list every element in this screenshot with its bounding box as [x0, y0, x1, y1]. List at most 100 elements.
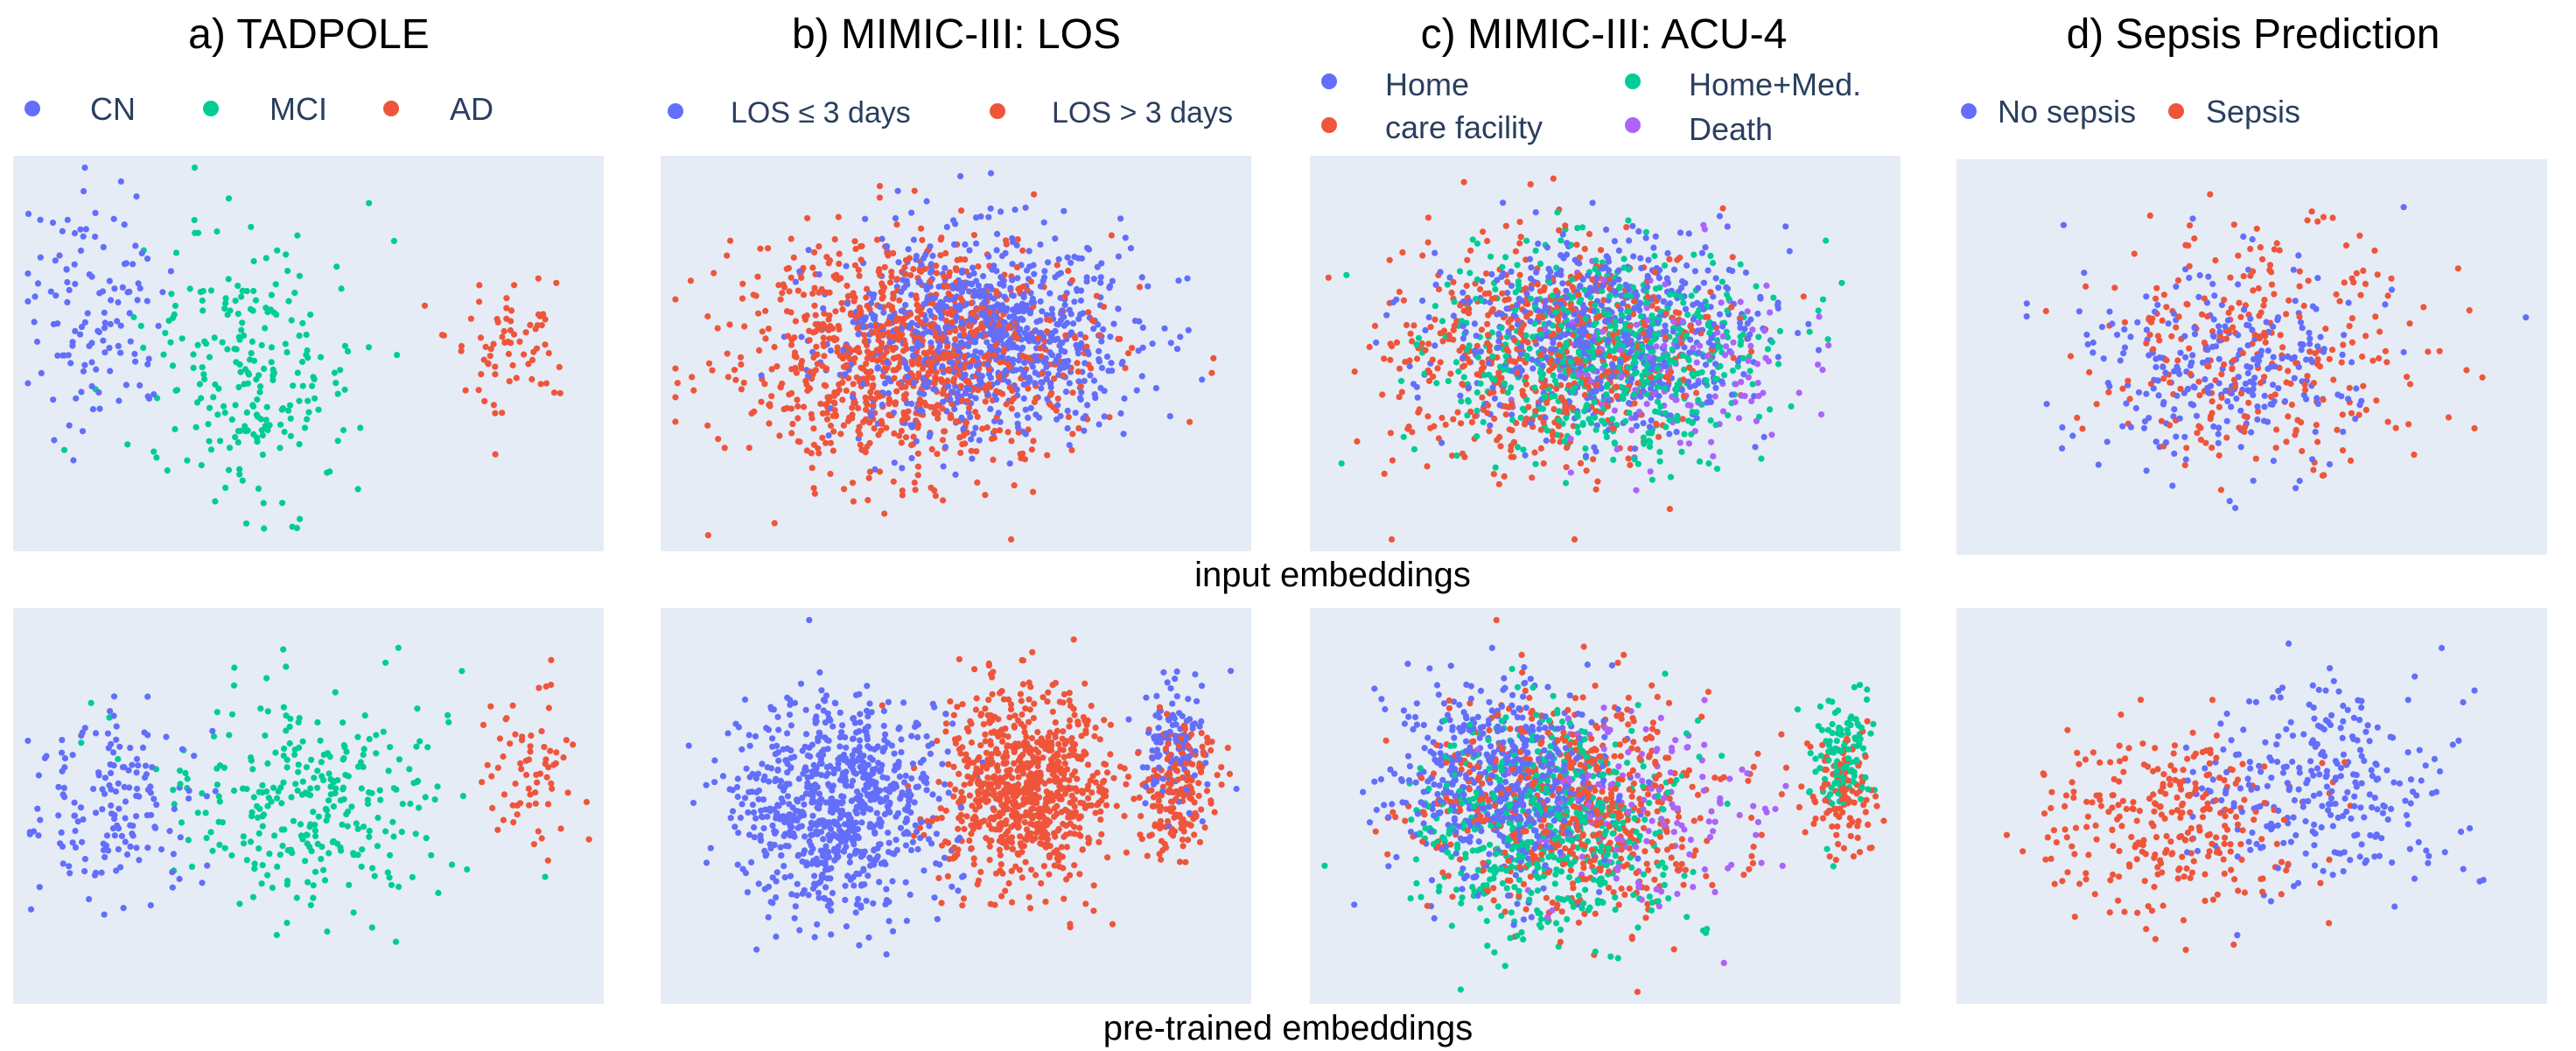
scatter-point — [1054, 396, 1061, 403]
scatter-point — [396, 756, 402, 763]
scatter-point — [290, 382, 297, 389]
scatter-point — [766, 420, 773, 427]
scatter-point — [934, 410, 942, 417]
scatter-point — [896, 432, 903, 439]
scatter-point — [100, 243, 107, 250]
scatter-point — [1123, 781, 1130, 788]
scatter-point — [904, 281, 911, 288]
scatter-point — [360, 751, 367, 759]
scatter-point — [274, 247, 281, 254]
scatter-point — [968, 447, 975, 454]
scatter-point — [236, 471, 243, 478]
scatter-point — [1139, 324, 1146, 331]
scatter-point — [542, 873, 549, 880]
scatter-point — [1120, 431, 1127, 438]
scatter-point — [962, 389, 969, 396]
scatter-point — [914, 339, 921, 347]
scatter-point — [371, 872, 378, 879]
scatter-point — [384, 869, 391, 876]
scatter-point — [500, 791, 508, 798]
scatter-point — [942, 264, 948, 271]
scatter-point — [1067, 921, 1074, 928]
scatter-point — [857, 737, 864, 744]
scatter-point — [777, 777, 785, 785]
scatter-point — [134, 785, 141, 792]
scatter-point — [973, 306, 980, 313]
scatter-point — [962, 241, 969, 248]
scatter-point — [1208, 797, 1214, 804]
scatter-point — [47, 288, 54, 295]
scatter-point — [855, 312, 862, 319]
scatter-point — [977, 349, 984, 356]
scatter-point — [1096, 347, 1102, 354]
scatter-point — [741, 696, 749, 704]
scatter-point — [890, 478, 897, 485]
scatter-point — [703, 859, 710, 866]
scatter-point — [1015, 285, 1022, 292]
scatter-point — [957, 172, 964, 179]
scatter-point — [271, 832, 278, 839]
scatter-point — [949, 855, 956, 862]
scatter-point — [918, 262, 925, 269]
scatter-point — [115, 755, 122, 763]
scatter-point — [968, 299, 975, 307]
scatter-point — [1068, 785, 1075, 792]
scatter-point — [164, 467, 171, 474]
scatter-point — [1031, 270, 1038, 277]
scatter-point — [250, 357, 258, 364]
scatter-point — [230, 787, 238, 795]
scatter-point — [824, 746, 831, 753]
scatter-point — [754, 273, 761, 280]
scatter-point — [1080, 310, 1087, 317]
scatter-point — [850, 769, 858, 776]
scatter-point — [911, 187, 918, 194]
scatter-point — [878, 860, 885, 867]
scatter-point — [253, 376, 260, 383]
scatter-point — [369, 865, 376, 872]
scatter-point — [503, 305, 510, 312]
scatter-point — [752, 815, 760, 822]
scatter-point — [1135, 749, 1142, 757]
scatter-point — [940, 333, 947, 340]
scatter-point — [84, 310, 91, 317]
scatter-point — [992, 826, 999, 833]
scatter-point — [172, 249, 180, 256]
scatter-point — [74, 818, 81, 825]
scatter-point — [527, 321, 534, 328]
scatter-point — [1018, 874, 1026, 881]
scatter-point — [1038, 379, 1045, 386]
scatter-point — [63, 266, 70, 273]
scatter-point — [1090, 377, 1098, 384]
scatter-point — [1097, 279, 1104, 286]
scatter-point — [879, 774, 886, 781]
scatter-point — [1060, 728, 1067, 735]
scatter-point — [206, 438, 213, 445]
scatter-point — [1096, 736, 1103, 743]
scatter-point — [1008, 743, 1015, 750]
scatter-point — [821, 894, 828, 901]
scatter-point — [81, 725, 88, 732]
scatter-point — [54, 320, 61, 327]
scatter-point — [865, 474, 872, 481]
scatter-point — [1076, 395, 1084, 402]
scatter-point — [1037, 298, 1044, 305]
scatter-point — [104, 730, 111, 737]
scatter-point — [1034, 763, 1041, 770]
scatter-point — [207, 829, 214, 836]
scatter-panel-tadpole-pretrained — [13, 608, 604, 1004]
scatter-point — [862, 314, 870, 321]
scatter-point — [278, 406, 285, 413]
scatter-point — [1096, 332, 1103, 339]
scatter-point — [1006, 460, 1013, 467]
scatter-point — [778, 795, 785, 802]
scatter-point — [239, 477, 246, 484]
scatter-point — [806, 617, 813, 624]
scatter-point — [1096, 838, 1102, 845]
scatter-point — [228, 416, 235, 423]
scatter-point — [333, 263, 340, 270]
scatter-point — [993, 313, 1000, 320]
scatter-point — [724, 730, 732, 737]
scatter-point — [996, 322, 1003, 329]
scatter-point — [334, 438, 341, 445]
scatter-point — [186, 285, 193, 292]
